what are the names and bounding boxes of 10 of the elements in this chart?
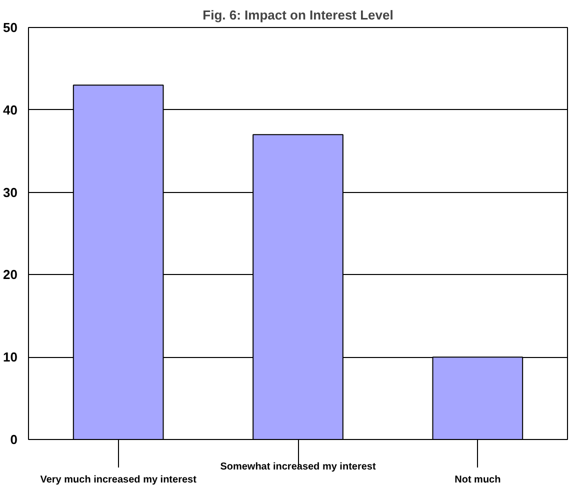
x-tick-label: Somewhat increased my interest [220, 462, 376, 472]
y-tick-label: 0 [10, 432, 18, 447]
y-tick-label: 20 [3, 267, 18, 282]
x-tick-label: Not much [454, 474, 501, 486]
y-tick-label: 10 [3, 350, 18, 365]
y-tick-label: 50 [3, 20, 18, 35]
chart-title: Fig. 6: Impact on Interest Level [202, 8, 394, 22]
x-tick-label: Very much increased my interest [40, 474, 198, 486]
y-tick-label: 30 [3, 184, 18, 200]
y-tick-label: 40 [3, 102, 18, 118]
